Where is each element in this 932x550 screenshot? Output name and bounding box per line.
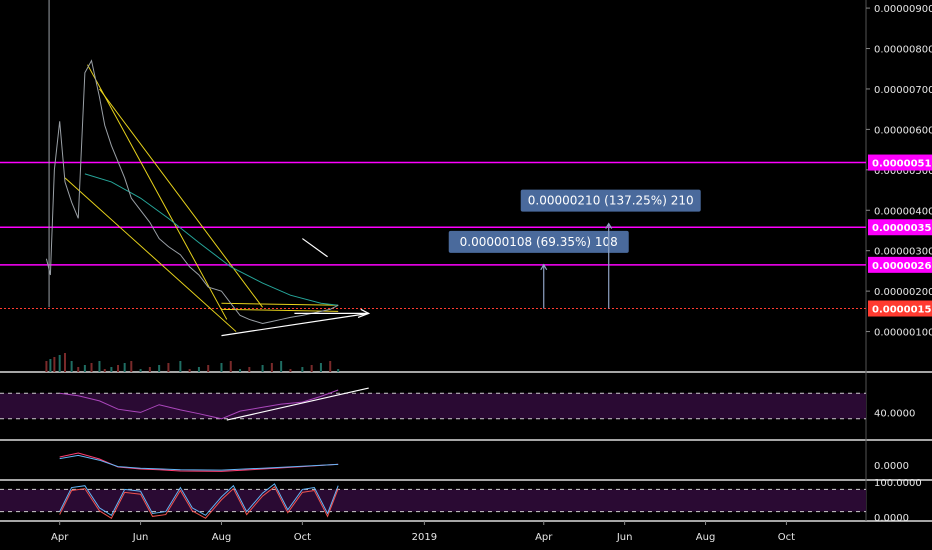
stochastic-pane[interactable]: 100.0000 0.0000 (0, 478, 922, 524)
measure-box-0 (448, 230, 629, 253)
volume-bar (148, 367, 151, 372)
volume-bar (103, 369, 106, 372)
volume-bar (83, 365, 86, 372)
channel-line-1 (64, 177, 237, 332)
moving-average-line (84, 173, 339, 306)
time-axis[interactable]: Apr Jun Aug Oct 2019 Apr Jun Aug Oct (51, 521, 795, 543)
volume-bar (123, 363, 126, 372)
price-tick-label: 0.00000400 (874, 206, 932, 217)
volume-bar (167, 363, 170, 372)
price-axis[interactable]: 0.00000900 0.00000800 0.00000700 0.00000600… (866, 4, 932, 339)
time-tick-label: Apr (535, 532, 553, 543)
channel-line-2 (99, 88, 263, 308)
volume-bar (197, 367, 200, 372)
volume-bar (337, 369, 340, 372)
volume-bar (270, 363, 273, 372)
time-tick-label: Aug (212, 532, 232, 543)
level-badge-3 (868, 300, 932, 317)
time-tick-label: Jun (132, 532, 149, 543)
time-tick-label: Oct (294, 532, 311, 543)
price-pane[interactable]: 0.00000108 (69.35%) 108 0.00000210 (137.2… (0, 0, 866, 372)
rsi-axis-label: 40.0000 (874, 408, 915, 419)
stoch-axis-top-label: 100.0000 (874, 478, 922, 489)
rsi-pane[interactable]: 40.0000 (0, 387, 915, 421)
level-badge-label-0: 0.00000518 (872, 159, 932, 170)
volume-bar (220, 363, 223, 372)
volume-bar (90, 363, 93, 372)
volume-bar (49, 359, 52, 372)
rsi-band (0, 393, 866, 419)
volume-bar (63, 353, 66, 372)
price-tick-label: 0.00000700 (874, 85, 932, 96)
volume-bar (188, 369, 191, 372)
level-badge-label-2: 0.00000265 (872, 261, 932, 272)
trend-arrow (221, 312, 369, 337)
price-tick-label: 0.00000800 (874, 45, 932, 56)
channel-line-0 (87, 64, 228, 320)
level-badge-label-1: 0.00000358 (872, 223, 932, 234)
volume-bar (248, 367, 251, 372)
macd-pane[interactable]: 0.0000 (59, 452, 909, 472)
volume-bar (310, 365, 313, 372)
level-badge-2 (868, 256, 932, 273)
volume-bar (70, 361, 73, 372)
channel-line-3 (221, 308, 339, 312)
channel-line-4 (221, 302, 339, 306)
measure-label-0: 0.00000108 (69.35%) 108 (460, 235, 618, 249)
volume-bar (179, 361, 182, 372)
volume-bar (289, 369, 292, 372)
price-tick-label: 0.00000600 (874, 125, 932, 136)
volume-bar (53, 357, 56, 372)
volume-bar (280, 361, 283, 372)
trend-arrow (302, 238, 328, 258)
stoch-k-line (59, 483, 339, 517)
volume-bar (77, 367, 80, 372)
macd-line (59, 452, 339, 472)
macd-signal-line (59, 454, 339, 471)
volume-bar (98, 361, 101, 372)
price-tick-label: 0.00000500 (874, 166, 932, 177)
volume-bar (319, 363, 322, 372)
price-tick-label: 0.00000100 (874, 328, 932, 339)
time-tick-label: Aug (696, 532, 716, 543)
volume-bar (229, 361, 232, 372)
measure-box-1 (520, 189, 701, 212)
volume-bar (239, 369, 242, 372)
time-tick-label: Oct (778, 532, 795, 543)
rsi-trend-arrow (226, 387, 369, 421)
volume-bar (158, 365, 161, 372)
level-badge-0 (868, 154, 932, 171)
time-tick-label: Apr (51, 532, 69, 543)
level-badge-1 (868, 219, 932, 236)
volume-bars (45, 353, 340, 372)
volume-bar (139, 369, 142, 372)
volume-bar (45, 361, 48, 372)
price-tick-label: 0.00000900 (874, 4, 932, 15)
price-tick-label: 0.00000200 (874, 287, 932, 298)
time-tick-label: Jun (616, 532, 633, 543)
price-tick-label: 0.00000300 (874, 247, 932, 258)
macd-axis-label: 0.0000 (874, 461, 909, 472)
volume-bar (110, 367, 113, 372)
price-line (45, 59, 339, 324)
time-tick-label: 2019 (412, 532, 437, 543)
measure-arrow-1 (605, 222, 613, 229)
measure-arrow-0 (540, 263, 548, 271)
volume-bar (261, 365, 264, 372)
stoch-d-line (59, 486, 339, 519)
rsi-line (59, 389, 339, 420)
volume-bar (117, 365, 120, 372)
stoch-axis-bottom-label: 0.0000 (874, 513, 909, 524)
volume-bar (329, 361, 332, 372)
volume-bar (207, 365, 210, 372)
measure-label-1: 0.00000210 (137.25%) 210 (528, 194, 694, 208)
level-badge-label-3: 0.00000157 (872, 305, 932, 316)
pane-separators (0, 0, 932, 522)
volume-bar (58, 355, 61, 372)
volume-bar (130, 361, 133, 372)
volume-bar (301, 367, 304, 372)
